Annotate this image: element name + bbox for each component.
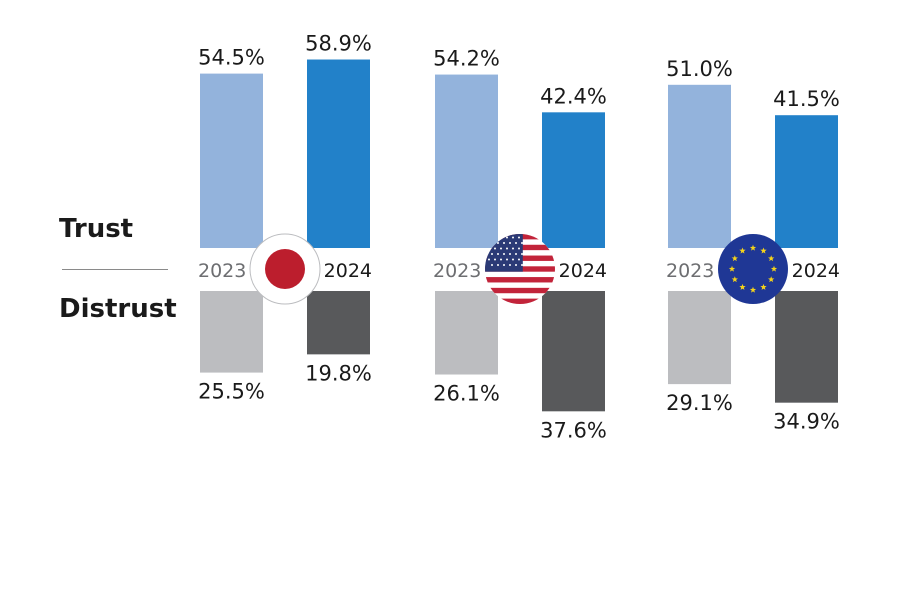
japan-distrust-bar-2024	[307, 291, 370, 355]
united-states-distrust-bar-2024	[542, 291, 605, 412]
european-union-trust-bar-2024	[775, 115, 838, 248]
united-states-year-2024-label: 2024	[559, 260, 607, 282]
us-flag-icon	[485, 234, 555, 304]
japan-distrust-label-2023: 25.5%	[198, 380, 265, 404]
japan-trust-bar-2023	[200, 73, 263, 248]
european-union-distrust-bar-2024	[775, 291, 838, 403]
european-union-trust-label-2023: 51.0%	[666, 57, 733, 81]
european-union-year-2023-label: 2023	[666, 260, 714, 282]
distrust-label: Distrust	[59, 294, 177, 324]
united-states-distrust-bar-2023	[435, 291, 498, 375]
united-states-distrust-label-2023: 26.1%	[433, 382, 500, 406]
japan-trust-label-2024: 58.9%	[305, 32, 372, 56]
european-union-distrust-label-2023: 29.1%	[666, 391, 733, 415]
united-states-trust-label-2024: 42.4%	[540, 84, 607, 108]
japan-year-2024-label: 2024	[324, 260, 372, 282]
european-union-distrust-bar-2023	[668, 291, 731, 385]
european-union-trust-bar-2023	[668, 84, 731, 248]
japan-trust-bar-2024	[307, 59, 370, 248]
united-states-trust-bar-2023	[435, 74, 498, 248]
trust-label: Trust	[59, 214, 134, 244]
united-states-trust-label-2023: 54.2%	[433, 47, 500, 71]
japan-distrust-bar-2023	[200, 291, 263, 373]
row-divider	[62, 269, 168, 270]
european-union-distrust-label-2024: 34.9%	[773, 410, 840, 434]
european-union-year-2024-label: 2024	[792, 260, 840, 282]
japan-trust-label-2023: 54.5%	[198, 46, 265, 70]
united-states-distrust-label-2024: 37.6%	[540, 418, 607, 442]
eu-flag-icon	[718, 234, 788, 304]
japan-flag-icon	[249, 233, 321, 305]
japan-distrust-label-2024: 19.8%	[305, 361, 372, 385]
japan-year-2023-label: 2023	[198, 260, 246, 282]
united-states-year-2023-label: 2023	[433, 260, 481, 282]
united-states-trust-bar-2024	[542, 112, 605, 248]
european-union-trust-label-2024: 41.5%	[773, 87, 840, 111]
